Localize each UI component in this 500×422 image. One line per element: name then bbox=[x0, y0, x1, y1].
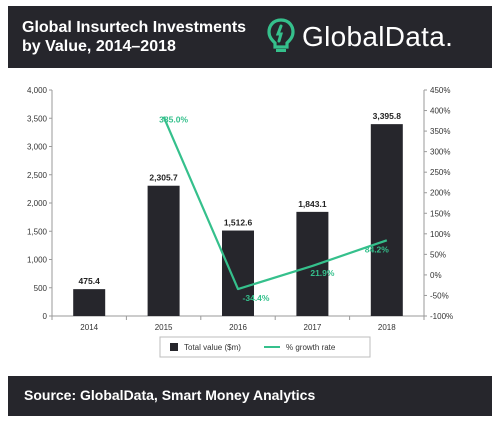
header-banner: Global Insurtech Investments by Value, 2… bbox=[8, 6, 492, 68]
left-tick-label: 500 bbox=[34, 284, 48, 293]
x-tick-label: 2017 bbox=[304, 323, 322, 332]
right-tick-label: 350% bbox=[430, 127, 450, 136]
bar bbox=[222, 231, 254, 316]
bar bbox=[73, 289, 105, 316]
right-tick-label: 50% bbox=[430, 250, 446, 259]
legend-bar-swatch bbox=[170, 343, 178, 351]
growth-rate-label: 84.2% bbox=[365, 244, 390, 254]
right-tick-label: 0% bbox=[430, 271, 442, 280]
bar bbox=[296, 212, 328, 316]
growth-rate-label: 385.0% bbox=[159, 115, 188, 125]
logo-text: GlobalData. bbox=[302, 21, 453, 53]
right-tick-label: -100% bbox=[430, 312, 453, 321]
right-tick-label: 450% bbox=[430, 86, 450, 95]
right-tick-label: -50% bbox=[430, 291, 449, 300]
globaldata-bulb-icon bbox=[266, 17, 296, 58]
legend-line-label: % growth rate bbox=[286, 343, 336, 352]
bar-value-label: 2,305.7 bbox=[149, 173, 178, 183]
left-tick-label: 3,500 bbox=[27, 114, 48, 123]
combo-chart: 0 500 1,000 1,500 2,000 2,500 3,000 3,500 4,000 -… bbox=[8, 76, 492, 366]
left-tick-label: 1,000 bbox=[27, 256, 48, 265]
right-tick-label: 400% bbox=[430, 107, 450, 116]
right-tick-label: 100% bbox=[430, 230, 450, 239]
growth-rate-label: -34.4% bbox=[243, 293, 270, 303]
right-tick-label: 250% bbox=[430, 168, 450, 177]
right-tick-label: 150% bbox=[430, 209, 450, 218]
bar-value-label: 3,395.8 bbox=[373, 111, 402, 121]
right-tick-label: 200% bbox=[430, 189, 450, 198]
legend-bar-label: Total value ($m) bbox=[184, 343, 241, 352]
title-line-2: by Value, 2014–2018 bbox=[22, 37, 252, 56]
chart-area: 0 500 1,000 1,500 2,000 2,500 3,000 3,500 4,000 -… bbox=[8, 76, 492, 366]
bar-value-label: 1,512.6 bbox=[224, 218, 253, 228]
source-note: Source: GlobalData, Smart Money Analytic… bbox=[24, 387, 315, 403]
x-tick-label: 2018 bbox=[378, 323, 396, 332]
x-tick-label: 2016 bbox=[229, 323, 247, 332]
bar bbox=[371, 124, 403, 316]
growth-rate-line bbox=[164, 117, 387, 289]
page-title: Global Insurtech Investments by Value, 2… bbox=[22, 18, 252, 56]
left-tick-label: 4,000 bbox=[27, 86, 48, 95]
left-tick-label: 2,000 bbox=[27, 199, 48, 208]
x-tick-label: 2015 bbox=[155, 323, 173, 332]
growth-rate-label: 21.9% bbox=[310, 268, 335, 278]
bar-value-label: 475.4 bbox=[79, 276, 101, 286]
left-tick-label: 1,500 bbox=[27, 227, 48, 236]
footer-banner: Source: GlobalData, Smart Money Analytic… bbox=[8, 376, 492, 416]
left-tick-label: 0 bbox=[43, 312, 48, 321]
globaldata-logo: GlobalData. bbox=[266, 16, 453, 58]
bar bbox=[148, 186, 180, 316]
left-tick-label: 3,000 bbox=[27, 143, 48, 152]
title-line-1: Global Insurtech Investments bbox=[22, 18, 252, 37]
bar-value-label: 1,843.1 bbox=[298, 199, 327, 209]
right-tick-label: 300% bbox=[430, 148, 450, 157]
x-tick-label: 2014 bbox=[80, 323, 98, 332]
left-tick-label: 2,500 bbox=[27, 171, 48, 180]
